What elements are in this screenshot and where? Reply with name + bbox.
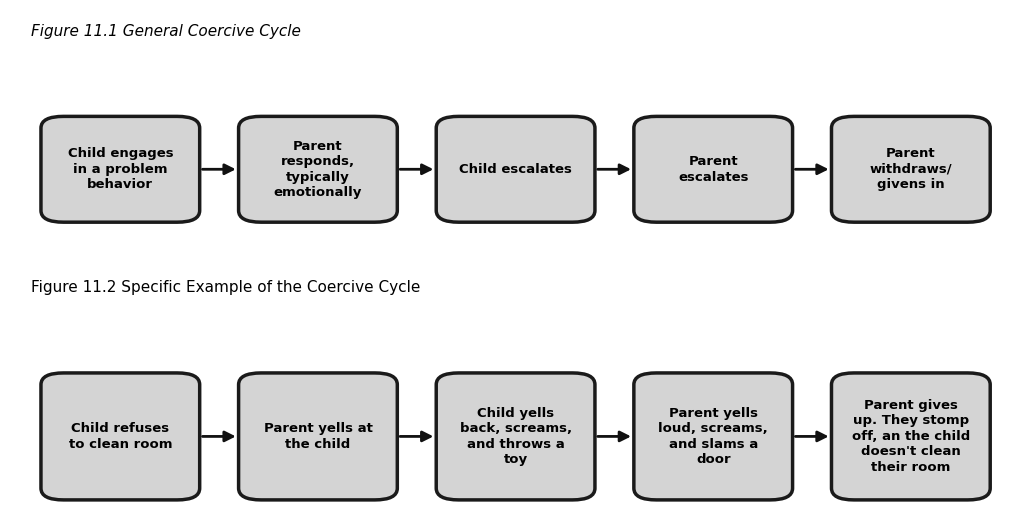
FancyBboxPatch shape	[41, 373, 200, 500]
Text: Parent yells
loud, screams,
and slams a
door: Parent yells loud, screams, and slams a …	[658, 407, 768, 466]
FancyBboxPatch shape	[436, 373, 595, 500]
FancyBboxPatch shape	[831, 116, 990, 222]
Text: Parent
escalates: Parent escalates	[678, 155, 749, 184]
Text: Child refuses
to clean room: Child refuses to clean room	[69, 422, 172, 451]
FancyBboxPatch shape	[239, 373, 397, 500]
Text: Child engages
in a problem
behavior: Child engages in a problem behavior	[68, 147, 173, 191]
FancyBboxPatch shape	[634, 116, 793, 222]
FancyBboxPatch shape	[436, 116, 595, 222]
FancyBboxPatch shape	[634, 373, 793, 500]
Text: Parent
withdraws/
givens in: Parent withdraws/ givens in	[869, 147, 952, 191]
Text: Parent
responds,
typically
emotionally: Parent responds, typically emotionally	[273, 140, 362, 199]
Text: Child escalates: Child escalates	[459, 163, 572, 176]
FancyBboxPatch shape	[41, 116, 200, 222]
Text: Parent yells at
the child: Parent yells at the child	[263, 422, 373, 451]
Text: Figure 11.2 Specific Example of the Coercive Cycle: Figure 11.2 Specific Example of the Coer…	[31, 280, 420, 295]
Text: Figure 11.1 General Coercive Cycle: Figure 11.1 General Coercive Cycle	[31, 24, 301, 39]
Text: Child yells
back, screams,
and throws a
toy: Child yells back, screams, and throws a …	[460, 407, 571, 466]
Text: Parent gives
up. They stomp
off, an the child
doesn't clean
their room: Parent gives up. They stomp off, an the …	[852, 399, 970, 474]
FancyBboxPatch shape	[831, 373, 990, 500]
FancyBboxPatch shape	[239, 116, 397, 222]
